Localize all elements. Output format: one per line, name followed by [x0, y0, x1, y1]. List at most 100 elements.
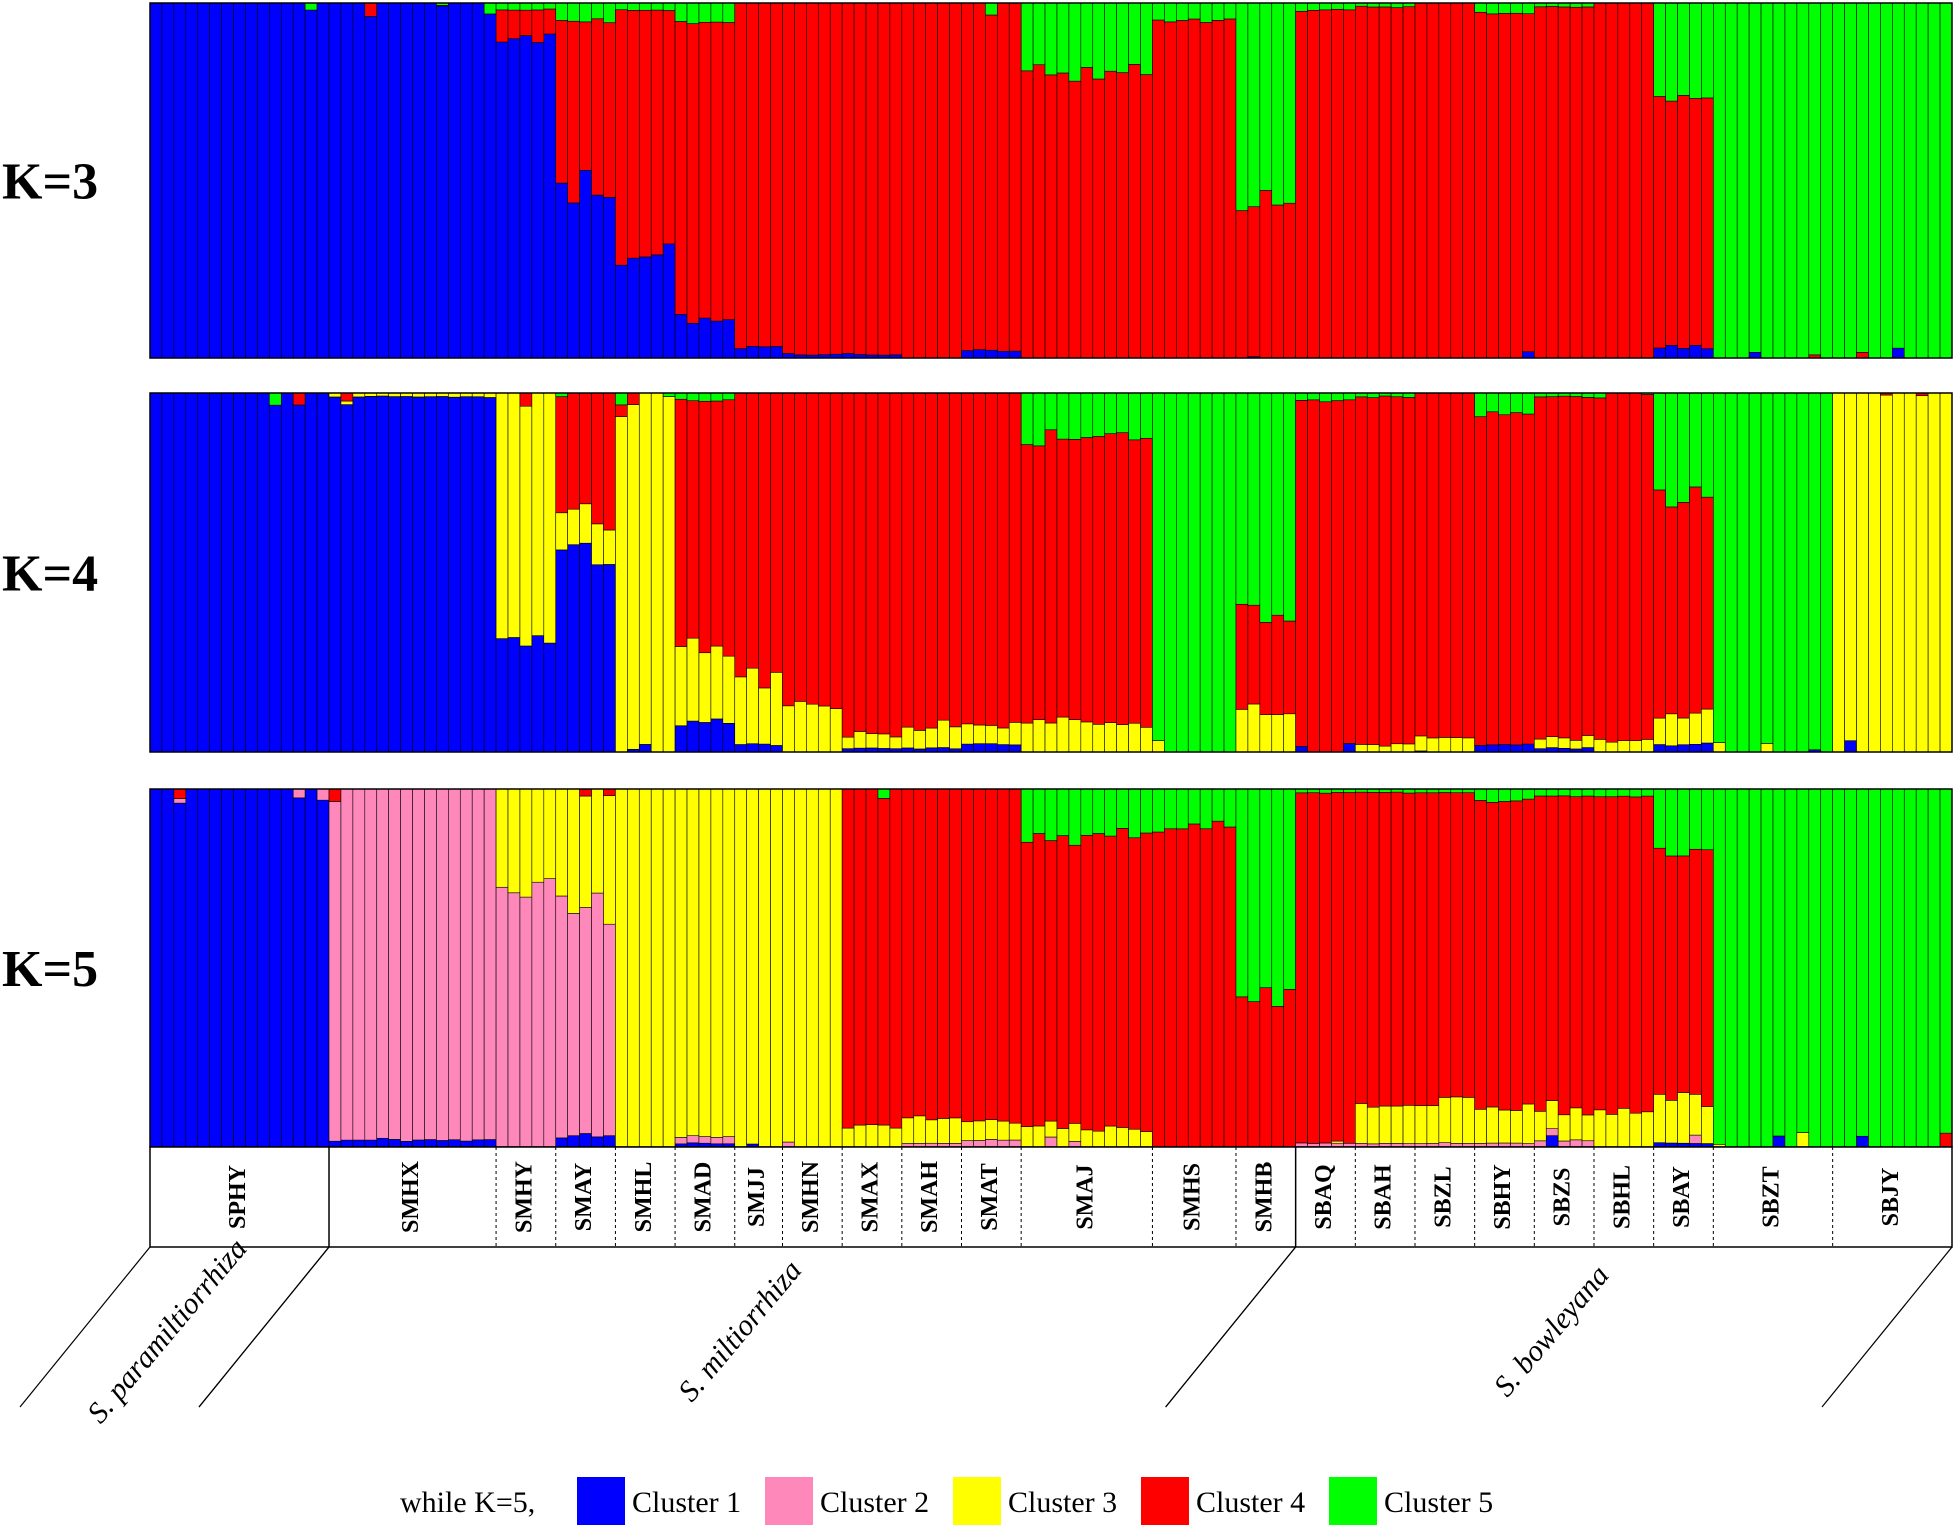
bar-segment	[495, 392, 509, 639]
bar-segment	[555, 396, 568, 514]
bar-segment	[1772, 1135, 1786, 1148]
bar-segment	[1331, 400, 1344, 753]
bar-segment	[1331, 8, 1344, 359]
bar-segment	[1629, 392, 1643, 741]
bar-segment	[746, 788, 759, 1145]
bar-segment	[1796, 392, 1810, 753]
bar-segment	[495, 2, 509, 11]
bar-segment	[1355, 744, 1368, 753]
bar-segment	[1581, 735, 1595, 748]
bar-segment	[412, 1139, 425, 1148]
table-frame	[149, 1146, 1953, 1248]
bar-segment	[507, 392, 521, 638]
bar-segment	[1748, 788, 1762, 1148]
bar-segment	[1498, 392, 1511, 416]
bar-segment	[985, 2, 998, 16]
bar-segment	[722, 1136, 736, 1145]
bar-segment	[794, 392, 807, 702]
species-bracket-left	[198, 1246, 330, 1408]
bar-segment	[1199, 788, 1213, 830]
bar-segment	[877, 798, 891, 1126]
bar-segment	[579, 170, 592, 359]
bar-segment	[1605, 796, 1619, 1115]
bar-segment	[1510, 800, 1523, 1111]
population-label: SBZT	[1758, 1166, 1784, 1227]
population-label: SMHB	[1251, 1162, 1277, 1233]
bar-segment	[829, 392, 843, 709]
bar-segment	[471, 2, 485, 359]
bar-segment	[304, 788, 318, 1148]
bar-segment	[686, 1135, 700, 1144]
bar-segment	[1915, 395, 1929, 753]
bar-segment	[1187, 18, 1201, 359]
bar-segment	[782, 2, 795, 354]
bar-segment	[1295, 10, 1308, 359]
bar-segment	[1032, 788, 1046, 834]
legend-item-label: Cluster 4	[1196, 1486, 1305, 1519]
bar-segment	[913, 788, 926, 1117]
bar-segment	[388, 1139, 401, 1148]
bar-segment	[1164, 21, 1177, 359]
bar-segment	[829, 788, 843, 1148]
bar-segment	[1498, 744, 1511, 753]
bar-segment	[1319, 392, 1332, 403]
bar-segment	[734, 348, 747, 359]
bar-segment	[1689, 1134, 1702, 1144]
bar-segment	[221, 392, 234, 753]
bar-segment	[1593, 1109, 1607, 1148]
bar-segment	[627, 257, 640, 359]
bar-segment	[1176, 2, 1189, 21]
bar-segment	[1343, 743, 1356, 753]
bar-segment	[519, 788, 533, 898]
bar-segment	[1796, 1132, 1810, 1148]
bar-segment	[806, 392, 819, 705]
bar-segment	[1271, 714, 1285, 753]
bar-segment	[1772, 2, 1786, 359]
bar-segment	[1176, 828, 1189, 1148]
bar-segment	[1247, 604, 1261, 705]
bar-segment	[1665, 1100, 1678, 1144]
bar-segment	[1307, 9, 1320, 359]
bar-segment	[1247, 703, 1261, 753]
bar-segment	[519, 645, 533, 753]
bar-segment	[304, 2, 318, 11]
bar-segment	[1486, 13, 1499, 359]
bar-segment	[698, 400, 712, 654]
bar-segment	[1343, 392, 1356, 401]
bar-segment	[734, 788, 747, 1148]
bar-segment	[1510, 744, 1523, 753]
bar-segment	[1689, 1094, 1702, 1136]
bar-segment	[1020, 1126, 1034, 1148]
bar-segment	[985, 725, 998, 744]
bar-segment	[1557, 6, 1571, 359]
bar-segment	[1068, 439, 1082, 720]
bar-segment	[925, 1119, 938, 1144]
bar-segment	[531, 392, 545, 636]
bar-segment	[1498, 414, 1511, 745]
bar-segment	[221, 788, 234, 1148]
bar-segment	[1092, 78, 1106, 359]
bar-segment	[1569, 788, 1583, 797]
bar-segment	[495, 788, 509, 888]
bar-segment	[1689, 344, 1702, 359]
bar-segment	[1605, 392, 1619, 743]
species-label: S. miltiorrhiza	[672, 1254, 808, 1408]
bar-segment	[1534, 1111, 1547, 1142]
bar-segment	[806, 2, 819, 356]
population-label: SBZL	[1430, 1166, 1456, 1227]
bar-segment	[1044, 1136, 1058, 1148]
bar-segment	[459, 788, 473, 1142]
population-label: SMHN	[798, 1160, 824, 1233]
bar-segment	[1856, 392, 1869, 753]
bar-segment	[280, 2, 294, 359]
bar-segment	[1808, 788, 1822, 1148]
bar-segment	[1366, 744, 1380, 753]
bar-segment	[1343, 399, 1356, 744]
bar-segment	[436, 788, 449, 1141]
bar-segment	[1581, 397, 1595, 736]
bar-segment	[1414, 1105, 1428, 1144]
bar-segment	[197, 392, 210, 753]
bar-segment	[1677, 95, 1690, 349]
bar-segment	[1319, 792, 1332, 1144]
bar-segment	[865, 392, 879, 734]
